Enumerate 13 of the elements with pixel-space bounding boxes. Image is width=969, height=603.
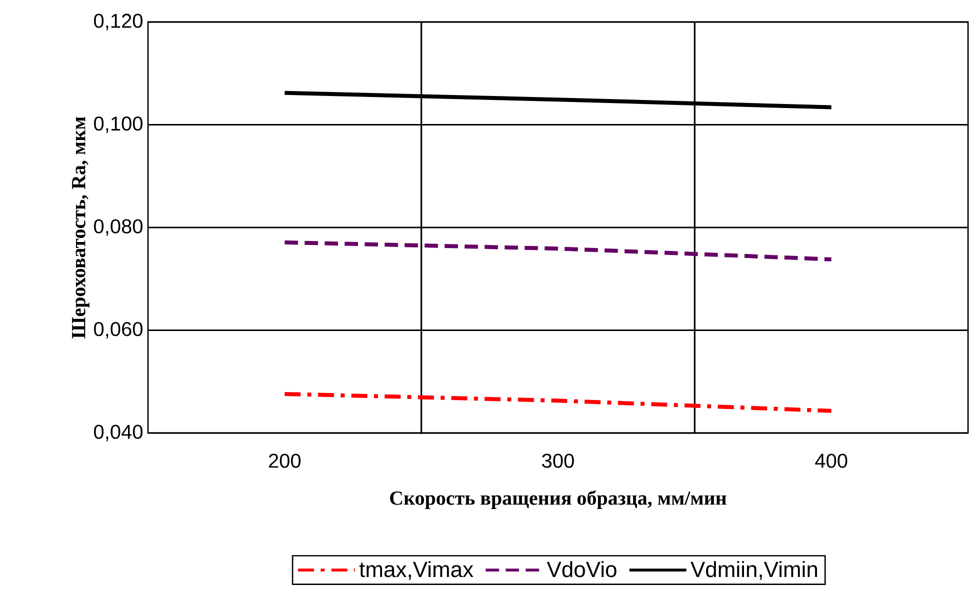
y-axis-title: Шероховатость, Ra, мкм: [72, 116, 90, 338]
y-tick-label: 0,060: [94, 322, 142, 339]
legend-label: Vdmiin,Vimin: [690, 561, 817, 580]
legend-label: VdoVio: [546, 561, 616, 578]
x-tick-label: 300: [542, 454, 574, 468]
y-tick-label: 0,120: [94, 14, 142, 30]
y-tick-label: 0,040: [94, 424, 142, 442]
x-tick-label: 400: [815, 454, 848, 468]
y-tick-label: 0,100: [94, 116, 142, 134]
x-tick-label: 200: [268, 454, 301, 468]
legend-label: tmax,Vimax: [359, 561, 474, 580]
x-axis-title: Скорость вращения образца, мм/мин: [390, 490, 726, 509]
y-tick-label: 0,080: [94, 219, 142, 236]
